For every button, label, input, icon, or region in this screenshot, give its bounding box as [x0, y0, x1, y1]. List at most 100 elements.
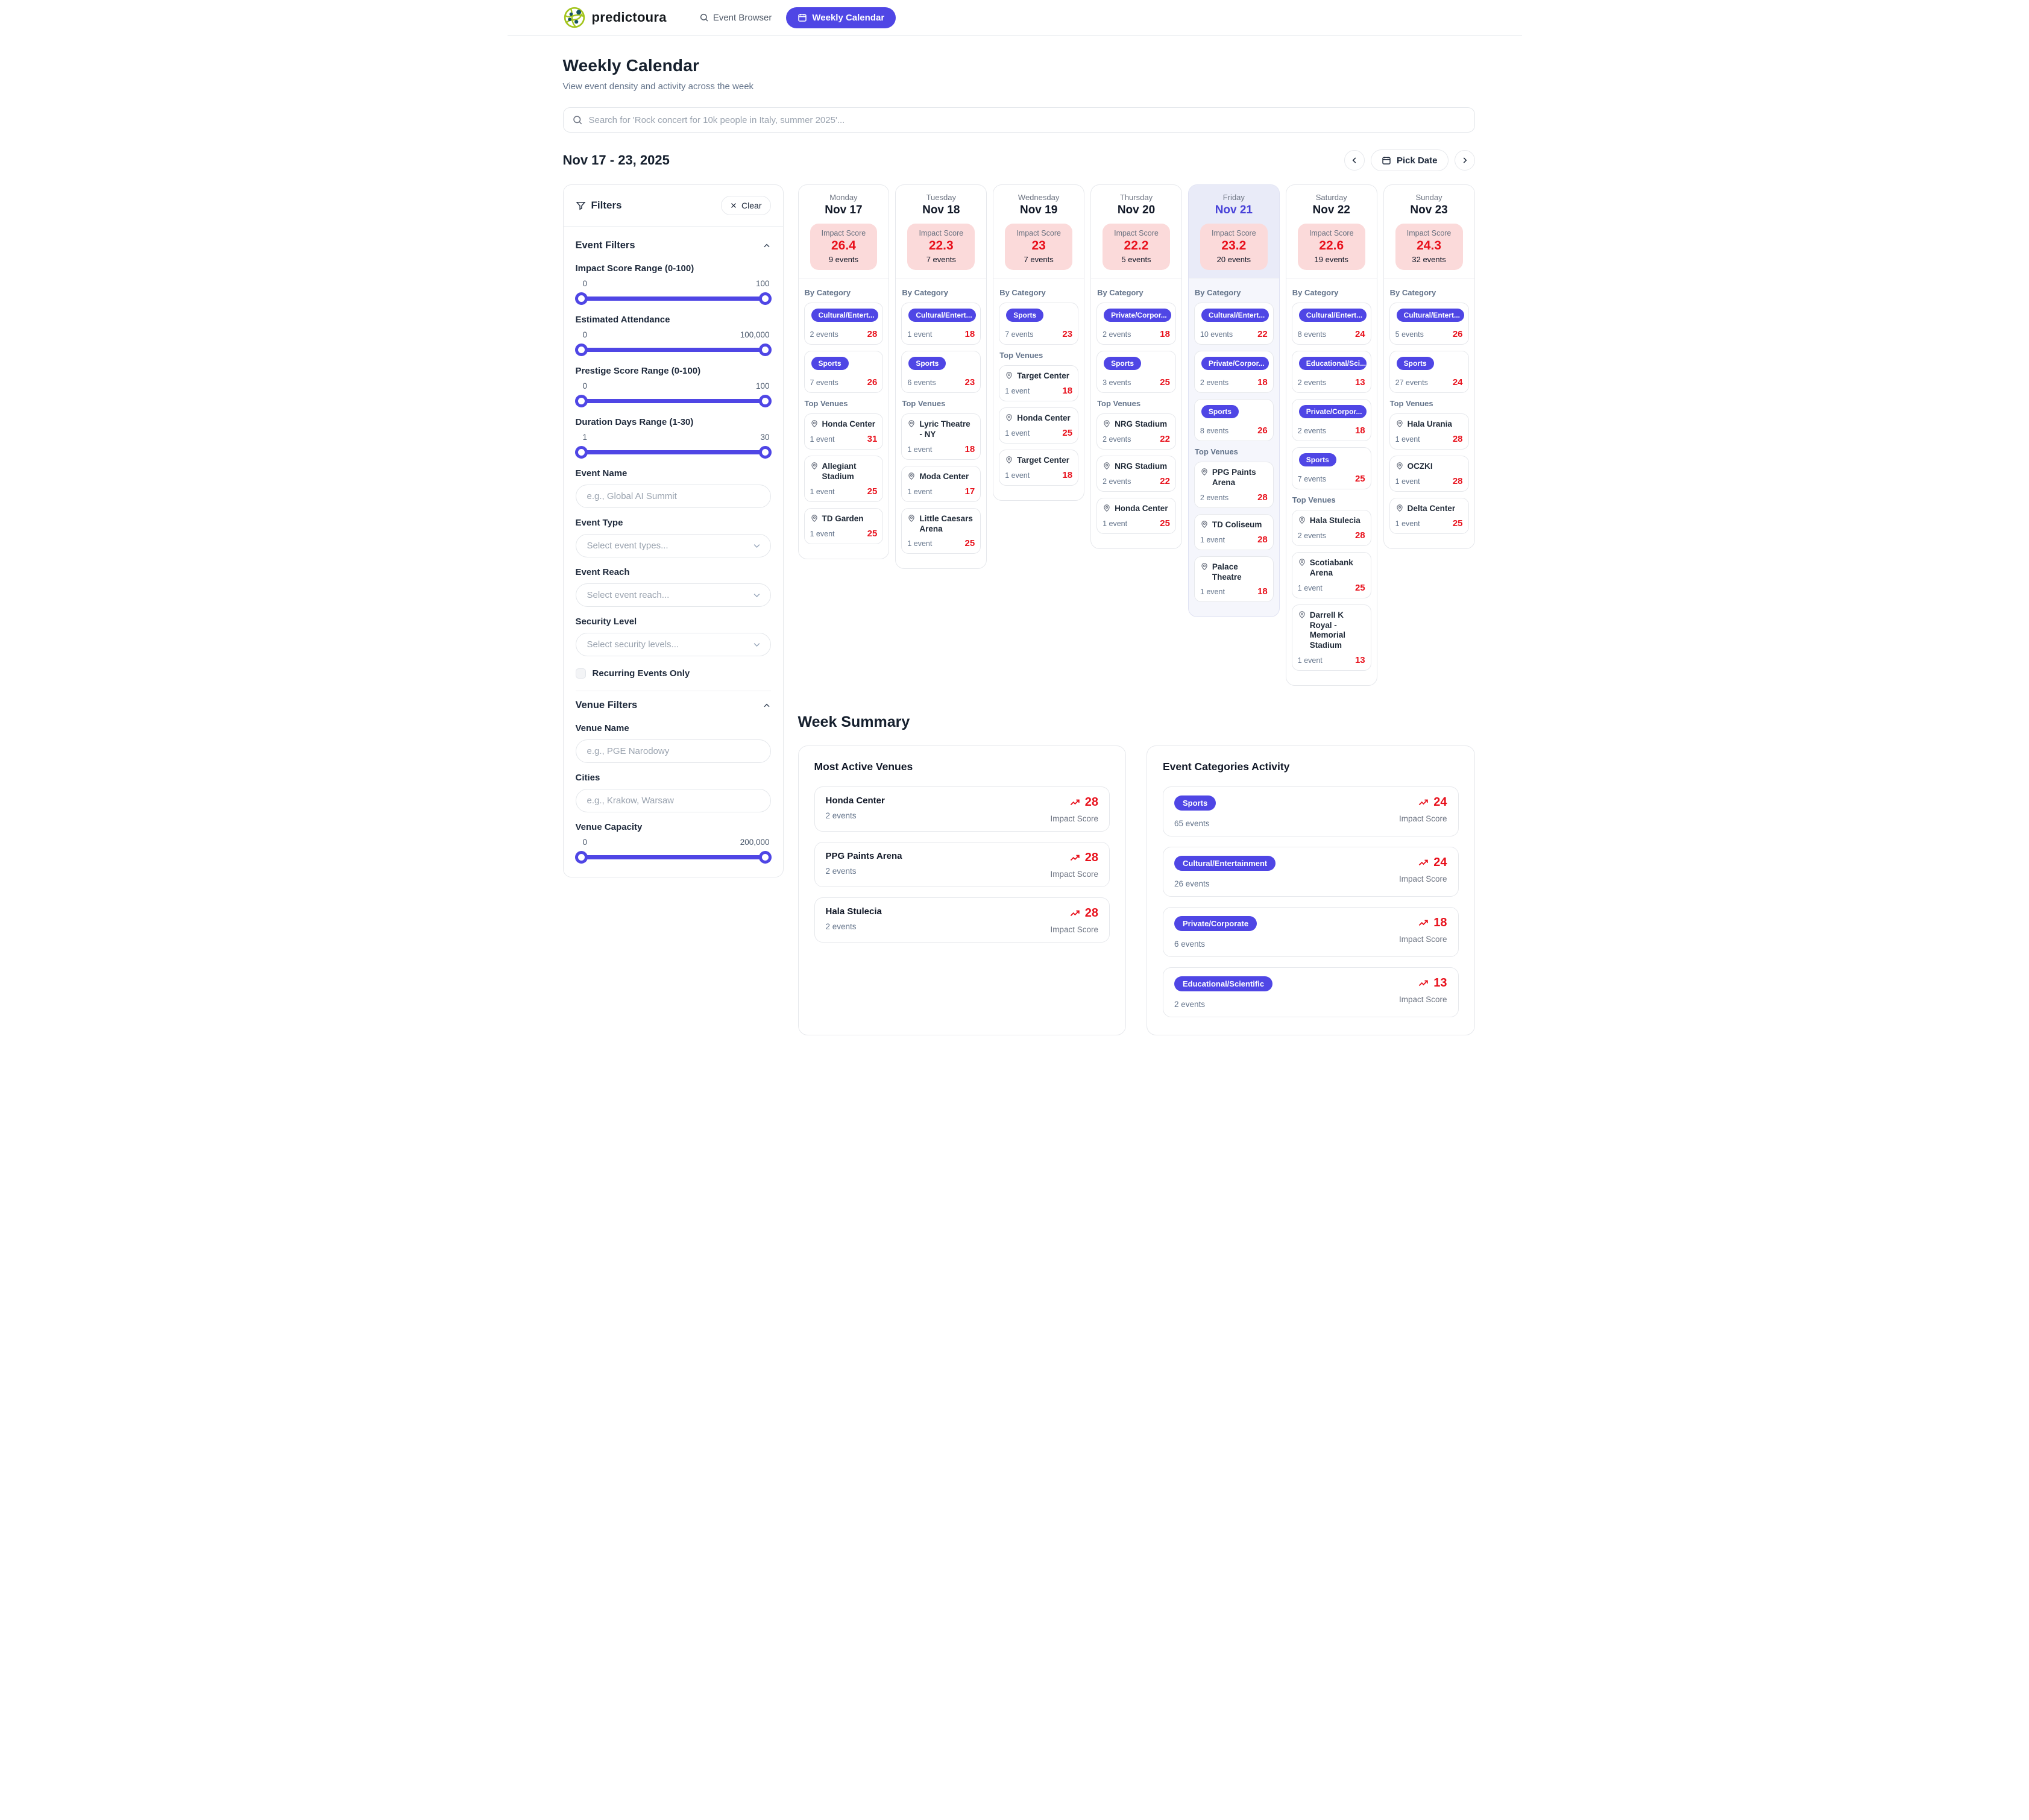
category-card[interactable]: Cultural/Entert... 10 events 22 — [1194, 303, 1274, 345]
venue-card[interactable]: Target Center 1 event 18 — [999, 449, 1079, 486]
venue-card[interactable]: Target Center 1 event 18 — [999, 365, 1079, 401]
venue-card[interactable]: Palace Theatre 1 event 18 — [1194, 556, 1274, 603]
security-level-select[interactable]: Select security levels... — [575, 633, 771, 656]
category-card[interactable]: Private/Corpor... 2 events 18 — [1194, 351, 1274, 393]
range-slider[interactable] — [574, 394, 772, 407]
summary-venue-score: 28 — [1084, 906, 1098, 920]
slider-handle-max[interactable] — [758, 344, 772, 356]
slider-track — [576, 348, 770, 352]
venue-card[interactable]: NRG Stadium 2 events 22 — [1096, 455, 1176, 492]
day-column[interactable]: Monday Nov 17 Impact Score 26.4 9 events… — [797, 184, 890, 559]
category-card[interactable]: Sports 27 events 24 — [1389, 351, 1469, 393]
venue-card[interactable]: Moda Center 1 event 17 — [901, 465, 981, 502]
nav-event-browser[interactable]: Event Browser — [693, 7, 778, 28]
category-card[interactable]: Private/Corpor... 2 events 18 — [1291, 399, 1371, 441]
category-card[interactable]: Sports 7 events 26 — [804, 351, 884, 393]
event-filters-section-toggle[interactable]: Event Filters — [576, 231, 771, 254]
map-pin-icon — [1298, 516, 1306, 524]
summary-venue-score: 28 — [1084, 795, 1098, 809]
by-category-heading: By Category — [1292, 288, 1339, 297]
nav-weekly-calendar[interactable]: Weekly Calendar — [786, 7, 896, 28]
cities-input[interactable] — [575, 789, 771, 812]
category-events-count: 2 events — [1297, 378, 1327, 387]
slider-handle-max[interactable] — [758, 446, 772, 459]
category-card[interactable]: Sports 3 events 25 — [1096, 351, 1176, 393]
venue-card[interactable]: Little Caesars Arena 1 event 25 — [901, 507, 981, 554]
slider-handle-min[interactable] — [574, 344, 588, 356]
category-card[interactable]: Educational/Sci... 2 events 13 — [1291, 351, 1371, 393]
venue-name-input[interactable] — [575, 739, 771, 763]
slider-handle-max[interactable] — [758, 395, 772, 407]
map-pin-icon — [810, 462, 819, 470]
slider-handle-max[interactable] — [758, 851, 772, 864]
impact-score-label: Impact Score — [821, 229, 866, 237]
venue-card[interactable]: Lyric Theatre - NY 1 event 18 — [901, 413, 981, 460]
venue-card[interactable]: TD Garden 1 event 25 — [804, 507, 884, 544]
venue-name: PPG Paints Arena — [1212, 468, 1256, 487]
event-name-input[interactable] — [575, 485, 771, 508]
venue-events-count: 1 event — [1103, 519, 1128, 528]
search-bar[interactable] — [562, 107, 1475, 133]
venue-capacity-slider[interactable] — [574, 850, 772, 864]
venue-card[interactable]: Honda Center 1 event 25 — [1096, 497, 1176, 534]
venue-name: Hala Urania — [1407, 419, 1452, 428]
event-type-select[interactable]: Select event types... — [575, 534, 771, 557]
trending-up-icon — [1418, 857, 1429, 868]
clear-filters-button[interactable]: Clear — [721, 196, 771, 215]
slider-handle-min[interactable] — [574, 851, 588, 864]
event-reach-select[interactable]: Select event reach... — [575, 583, 771, 607]
recurring-events-checkbox[interactable] — [575, 668, 586, 679]
day-column[interactable]: Wednesday Nov 19 Impact Score 23 7 event… — [993, 184, 1085, 501]
event-categories-activity-title: Event Categories Activity — [1163, 761, 1290, 773]
venue-card[interactable]: Hala Stulecia 2 events 28 — [1291, 510, 1371, 546]
venue-card[interactable]: NRG Stadium 2 events 22 — [1096, 413, 1176, 450]
category-card[interactable]: Cultural/Entert... 5 events 26 — [1389, 303, 1469, 345]
day-column[interactable]: Tuesday Nov 18 Impact Score 22.3 7 event… — [895, 184, 987, 570]
venue-card[interactable]: Darrell K Royal - Memorial Stadium 1 eve… — [1291, 604, 1371, 671]
event-type-label: Event Type — [575, 518, 623, 528]
venue-card[interactable]: Allegiant Stadium 1 event 25 — [804, 455, 884, 502]
category-card[interactable]: Cultural/Entert... 1 event 18 — [901, 303, 981, 345]
venue-card[interactable]: Hala Urania 1 event 28 — [1389, 413, 1469, 450]
venue-card[interactable]: Delta Center 1 event 25 — [1389, 497, 1469, 534]
category-card[interactable]: Sports 7 events 23 — [999, 303, 1079, 345]
pick-date-button[interactable]: Pick Date — [1370, 149, 1449, 171]
category-card[interactable]: Cultural/Entert... 2 events 28 — [804, 303, 884, 345]
day-column[interactable]: Saturday Nov 22 Impact Score 22.6 19 eve… — [1285, 184, 1377, 686]
range-slider[interactable] — [574, 343, 772, 356]
venue-card[interactable]: OCZKI 1 event 28 — [1389, 455, 1469, 492]
day-column[interactable]: Thursday Nov 20 Impact Score 22.2 5 even… — [1090, 184, 1182, 549]
slider-handle-min[interactable] — [574, 292, 588, 305]
slider-handle-min[interactable] — [574, 446, 588, 459]
category-card[interactable]: Sports 6 events 23 — [901, 351, 981, 393]
venue-filters-section-toggle[interactable]: Venue Filters — [576, 691, 771, 714]
category-card[interactable]: Sports 8 events 26 — [1194, 399, 1274, 441]
impact-score-label: Impact Score — [1309, 229, 1354, 237]
venue-events-count: 1 event — [907, 539, 933, 548]
slider-handle-max[interactable] — [758, 292, 772, 305]
by-category-heading: By Category — [1389, 288, 1436, 297]
category-events-count: 27 events — [1395, 378, 1428, 387]
top-venues-heading: Top Venues — [1292, 495, 1336, 504]
category-card[interactable]: Cultural/Entert... 8 events 24 — [1291, 303, 1371, 345]
previous-week-button[interactable] — [1344, 150, 1365, 171]
category-card[interactable]: Private/Corpor... 2 events 18 — [1096, 303, 1176, 345]
day-column[interactable]: Friday Nov 21 Impact Score 23.2 20 event… — [1188, 184, 1280, 618]
category-card[interactable]: Sports 7 events 25 — [1291, 447, 1371, 489]
map-pin-icon — [1005, 456, 1013, 464]
venue-card[interactable]: Honda Center 1 event 31 — [804, 413, 884, 450]
search-input[interactable] — [588, 115, 1466, 125]
range-slider[interactable] — [574, 445, 772, 459]
venue-card[interactable]: Scotiabank Arena 1 event 25 — [1291, 551, 1371, 598]
range-slider[interactable] — [574, 292, 772, 305]
next-week-button[interactable] — [1454, 150, 1475, 171]
range-slider-group: Impact Score Range (0-100) 0 100 — [574, 263, 772, 305]
venue-card[interactable]: Honda Center 1 event 25 — [999, 407, 1079, 444]
day-name: Tuesday — [926, 193, 956, 202]
category-impact-score: 18 — [1160, 329, 1170, 339]
slider-handle-min[interactable] — [574, 395, 588, 407]
day-column[interactable]: Sunday Nov 23 Impact Score 24.3 32 event… — [1383, 184, 1475, 549]
venue-card[interactable]: PPG Paints Arena 2 events 28 — [1194, 462, 1274, 508]
venue-card[interactable]: TD Coliseum 1 event 28 — [1194, 513, 1274, 550]
venue-events-count: 1 event — [810, 487, 835, 496]
